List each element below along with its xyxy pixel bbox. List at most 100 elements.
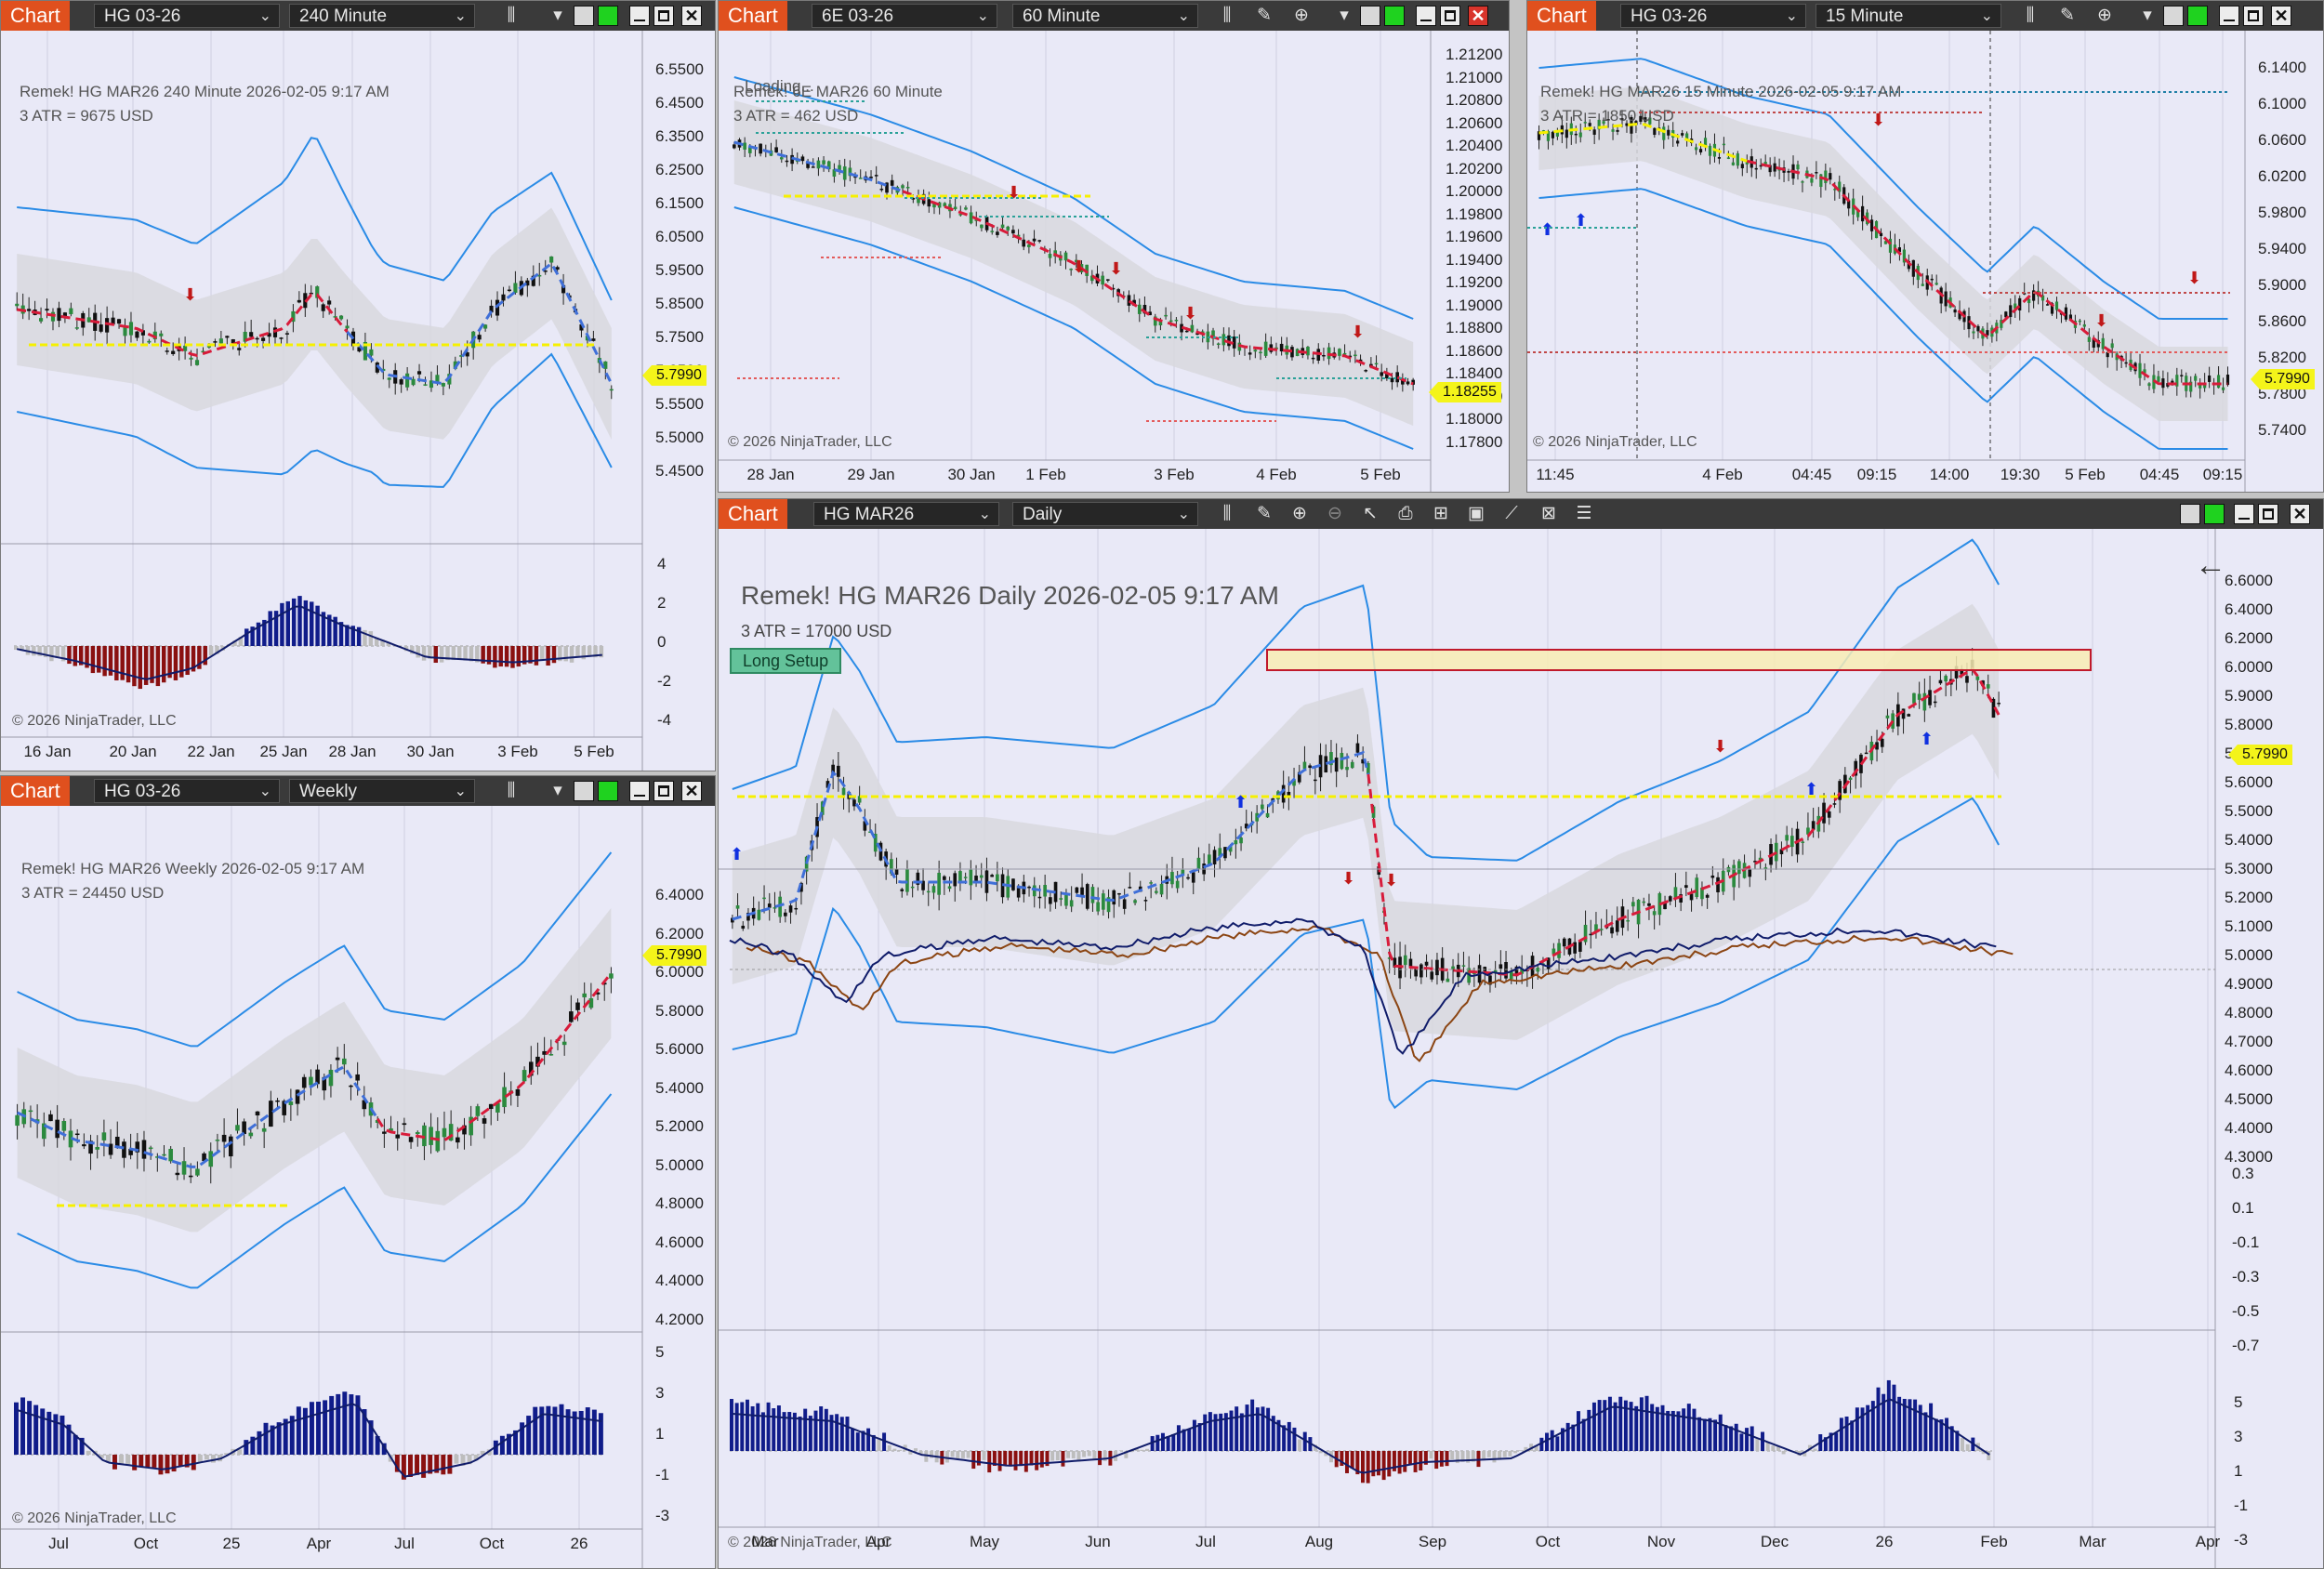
close-button[interactable]: ✕ (681, 6, 702, 26)
data-box-icon[interactable]: ⎙ (1398, 504, 1413, 523)
zoom-icon[interactable]: ⊕ (1294, 6, 1309, 25)
axis-label: 3 (2234, 1428, 2243, 1445)
maximize-button[interactable] (654, 6, 674, 26)
candle-body (2175, 375, 2179, 387)
close-button[interactable]: ✕ (681, 781, 702, 801)
dropdown-arrow-icon[interactable]: ▾ (2143, 6, 2152, 25)
link-button[interactable] (574, 6, 594, 26)
axis-label: 1.18800 (1446, 319, 1503, 336)
histogram-bar (152, 1455, 157, 1468)
setup-badge[interactable]: Long Setup (730, 648, 842, 674)
minimize-button[interactable] (629, 781, 650, 801)
minimize-button[interactable] (2234, 504, 2254, 524)
minimize-button[interactable] (629, 6, 650, 26)
candle-body (189, 357, 193, 360)
drawing-tool-icon[interactable]: ✎ (1257, 504, 1272, 523)
drawing-tool-icon[interactable]: ✎ (1257, 6, 1272, 25)
instrument-selector[interactable]: HG MAR26 ⌄ (813, 502, 999, 526)
chart-window-hg-240min[interactable]: Chart HG 03-26 ⌄ 240 Minute ⌄ ⫼ ▾ ✕ ⬇ Reme… (0, 0, 716, 771)
candle-body (1663, 902, 1667, 910)
minimize-button[interactable] (2219, 6, 2239, 26)
histogram-bar (1029, 1451, 1034, 1466)
pointer-icon[interactable]: ↖ (1363, 504, 1378, 523)
link-button[interactable] (2180, 504, 2200, 524)
zoom-out-icon[interactable]: ⊖ (1327, 504, 1342, 523)
zoom-icon[interactable]: ⊕ (2097, 6, 2112, 25)
maximize-button[interactable] (2243, 6, 2264, 26)
status-indicator[interactable] (598, 781, 618, 801)
histogram-bar (232, 640, 237, 646)
status-indicator[interactable] (2204, 504, 2225, 524)
close-button[interactable]: ✕ (1468, 6, 1488, 26)
candle-body (1027, 244, 1031, 247)
interval-selector[interactable]: 60 Minute ⌄ (1012, 4, 1198, 28)
chart-window-hg-daily[interactable]: Chart HG MAR26 ⌄ Daily ⌄ ⫼ ✎ ⊕ ⊖ ↖ ⎙ ⊞ ▣ ⟋… (718, 498, 2324, 1569)
window-label: Chart (719, 1, 787, 31)
close-button[interactable]: ✕ (2271, 6, 2291, 26)
interval-selector[interactable]: Daily ⌄ (1012, 502, 1198, 526)
instrument-selector[interactable]: 6E 03-26 ⌄ (812, 4, 997, 28)
histogram-bar (204, 1455, 209, 1460)
maximize-button[interactable] (1440, 6, 1460, 26)
properties-icon[interactable]: ⊠ (1541, 504, 1556, 523)
minimize-button[interactable] (1416, 6, 1436, 26)
close-button[interactable]: ✕ (2290, 504, 2310, 524)
strategies-icon[interactable]: ▣ (1468, 504, 1485, 523)
interval-selector[interactable]: 15 Minute ⌄ (1816, 4, 2001, 28)
candle-body (746, 912, 750, 921)
candle-body (248, 1132, 254, 1137)
histogram-bar (224, 1453, 230, 1455)
chart-plot-area[interactable]: ⬆ ⬆ ⬇ ⬇ ⬇ Remek! HG MAR26 15 Minute 2026-02-… (1527, 31, 2323, 492)
chart-plot-area[interactable]: ⬇ ⬇ ⬇ ⬇ ⬇ Loading... Remek! 6E MAR26 60 Minu… (719, 31, 1509, 492)
histogram-bar (1287, 1421, 1291, 1451)
candle-body (101, 1132, 107, 1140)
instrument-selector[interactable]: HG 03-26 ⌄ (1620, 4, 1806, 28)
chart-plot-area[interactable]: Remek! HG MAR26 Weekly 2026-02-05 9:17 A… (1, 806, 715, 1568)
dropdown-arrow-icon[interactable]: ▾ (1340, 6, 1349, 25)
bar-type-icon[interactable]: ⫼ (1222, 6, 1232, 25)
chart-plot-area[interactable]: ⬇ Remek! HG MAR26 240 Minute 2026-02-05 … (1, 31, 715, 771)
maximize-button[interactable] (2258, 504, 2278, 524)
time-label: 09:15 (2202, 466, 2243, 483)
bar-type-icon[interactable]: ⫼ (507, 6, 516, 25)
candle-body (315, 1069, 320, 1085)
drawing-tool-icon[interactable]: ✎ (2060, 6, 2075, 25)
list-icon[interactable]: ☰ (1576, 504, 1592, 523)
instrument-selector[interactable]: HG 03-26 ⌄ (94, 4, 280, 28)
bar-type-icon[interactable]: ⫼ (507, 781, 516, 800)
dropdown-arrow-icon[interactable]: ▾ (553, 781, 562, 800)
dropdown-arrow-icon[interactable]: ▾ (553, 6, 562, 25)
sell-arrow-icon: ⬇ (2187, 269, 2201, 288)
status-indicator[interactable] (2187, 6, 2208, 26)
back-arrow-icon[interactable]: ← (2195, 547, 2226, 583)
interval-selector[interactable]: Weekly ⌄ (289, 779, 475, 803)
candle-body (890, 179, 894, 186)
time-label: 25 (222, 1535, 241, 1552)
link-button[interactable] (1360, 6, 1380, 26)
candle-body (2157, 376, 2160, 382)
candle-body (483, 324, 488, 329)
link-button[interactable] (574, 781, 594, 801)
status-indicator[interactable] (598, 6, 618, 26)
chart-window-6e-60min[interactable]: Chart 6E 03-26 ⌄ 60 Minute ⌄ ⫼ ✎ ⊕ ▾ ✕ ⬇ ⬇ ⬇… (718, 0, 1510, 493)
chart-window-hg-15min[interactable]: Chart HG 03-26 ⌄ 15 Minute ⌄ ⫼ ✎ ⊕ ▾ ✕ ⬆ ⬆ ⬇… (1526, 0, 2324, 493)
chart-plot-area[interactable]: ⬆ ⬆ ⬇ ⬇ ⬇ ⬆ ⬆ Remek! HG MAR26 Daily 2026-02-05… (719, 529, 2323, 1568)
link-button[interactable] (2163, 6, 2184, 26)
candle-body (297, 299, 301, 303)
candle-body (1960, 668, 1964, 675)
chart-window-hg-weekly[interactable]: Chart HG 03-26 ⌄ Weekly ⌄ ⫼ ▾ ✕ Remek! HG … (0, 775, 716, 1569)
bar-type-icon[interactable]: ⫼ (1222, 504, 1232, 523)
maximize-button[interactable] (654, 781, 674, 801)
interval-value: Weekly (299, 782, 357, 801)
status-indicator[interactable] (1384, 6, 1405, 26)
indicators-icon[interactable]: ⟋ (1505, 504, 1518, 523)
templates-icon[interactable]: ⊞ (1433, 504, 1448, 523)
interval-selector[interactable]: 240 Minute ⌄ (289, 4, 475, 28)
zoom-in-icon[interactable]: ⊕ (1292, 504, 1307, 523)
bar-type-icon[interactable]: ⫼ (2026, 6, 2035, 25)
candle-body (291, 310, 296, 323)
candle-body (284, 333, 289, 335)
instrument-selector[interactable]: HG 03-26 ⌄ (94, 779, 280, 803)
candle-body (1583, 122, 1587, 124)
candle-body (429, 380, 434, 389)
